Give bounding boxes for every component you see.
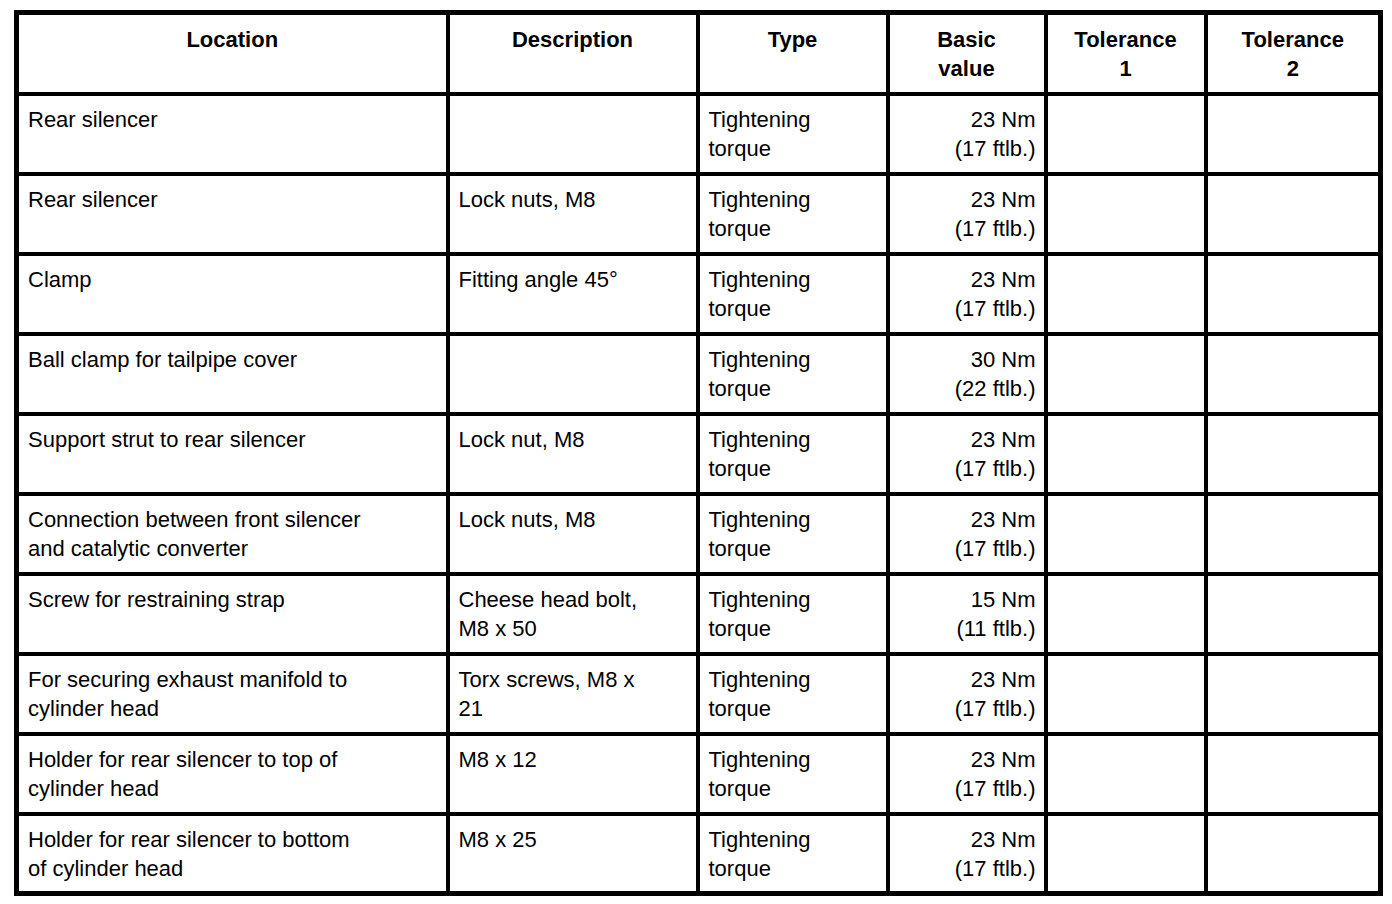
cell-location: Ball clamp for tailpipe cover (17, 334, 448, 414)
cell-type: Tightening torque (698, 414, 888, 494)
cell-tolerance-2 (1206, 814, 1381, 894)
cell-location: Screw for restraining strap (17, 574, 448, 654)
cell-type: Tightening torque (698, 654, 888, 734)
cell-tolerance-2 (1206, 494, 1381, 574)
table-row: Support strut to rear silencer Lock nut,… (17, 414, 1381, 494)
cell-description: M8 x 25 (448, 814, 698, 894)
cell-basic-value: 15 Nm (11 ftlb.) (888, 574, 1046, 654)
cell-location: Rear silencer (17, 174, 448, 254)
cell-tolerance-2 (1206, 94, 1381, 174)
cell-basic-value: 23 Nm (17 ftlb.) (888, 654, 1046, 734)
cell-description: Torx screws, M8 x 21 (448, 654, 698, 734)
cell-description: Fitting angle 45° (448, 254, 698, 334)
cell-tolerance-2 (1206, 414, 1381, 494)
cell-tolerance-1 (1046, 494, 1206, 574)
cell-basic-value: 23 Nm (17 ftlb.) (888, 254, 1046, 334)
column-header-description: Description (448, 13, 698, 94)
cell-description (448, 94, 698, 174)
table-row: Connection between front silencer and ca… (17, 494, 1381, 574)
column-header-tolerance-2: Tolerance 2 (1206, 13, 1381, 94)
table-row: Rear silencer Lock nuts, M8 Tightening t… (17, 174, 1381, 254)
cell-tolerance-2 (1206, 574, 1381, 654)
cell-description: Cheese head bolt, M8 x 50 (448, 574, 698, 654)
column-header-location: Location (17, 13, 448, 94)
cell-tolerance-2 (1206, 734, 1381, 814)
cell-description: Lock nut, M8 (448, 414, 698, 494)
column-header-type: Type (698, 13, 888, 94)
cell-tolerance-2 (1206, 254, 1381, 334)
cell-basic-value: 23 Nm (17 ftlb.) (888, 734, 1046, 814)
table-row: Ball clamp for tailpipe cover Tightening… (17, 334, 1381, 414)
cell-location: Connection between front silencer and ca… (17, 494, 448, 574)
table-row: For securing exhaust manifold to cylinde… (17, 654, 1381, 734)
cell-basic-value: 23 Nm (17 ftlb.) (888, 174, 1046, 254)
cell-tolerance-2 (1206, 334, 1381, 414)
cell-description: M8 x 12 (448, 734, 698, 814)
column-header-basic-value: Basic value (888, 13, 1046, 94)
cell-tolerance-2 (1206, 654, 1381, 734)
cell-description: Lock nuts, M8 (448, 494, 698, 574)
cell-tolerance-1 (1046, 94, 1206, 174)
cell-location: Rear silencer (17, 94, 448, 174)
cell-basic-value: 23 Nm (17 ftlb.) (888, 94, 1046, 174)
cell-basic-value: 23 Nm (17 ftlb.) (888, 494, 1046, 574)
cell-tolerance-1 (1046, 734, 1206, 814)
cell-tolerance-1 (1046, 654, 1206, 734)
cell-location: For securing exhaust manifold to cylinde… (17, 654, 448, 734)
cell-tolerance-1 (1046, 334, 1206, 414)
cell-type: Tightening torque (698, 494, 888, 574)
cell-location: Clamp (17, 254, 448, 334)
table-row: Holder for rear silencer to bottom of cy… (17, 814, 1381, 894)
table-row: Holder for rear silencer to top of cylin… (17, 734, 1381, 814)
cell-description (448, 334, 698, 414)
torque-spec-table: Location Description Type Basic value To… (14, 10, 1383, 896)
cell-tolerance-2 (1206, 174, 1381, 254)
document-page: Location Description Type Basic value To… (0, 0, 1392, 904)
table-row: Screw for restraining strap Cheese head … (17, 574, 1381, 654)
table-row: Rear silencer Tightening torque 23 Nm (1… (17, 94, 1381, 174)
cell-basic-value: 30 Nm (22 ftlb.) (888, 334, 1046, 414)
cell-tolerance-1 (1046, 254, 1206, 334)
cell-location: Holder for rear silencer to top of cylin… (17, 734, 448, 814)
cell-description: Lock nuts, M8 (448, 174, 698, 254)
cell-type: Tightening torque (698, 814, 888, 894)
cell-tolerance-1 (1046, 574, 1206, 654)
cell-type: Tightening torque (698, 174, 888, 254)
cell-location: Support strut to rear silencer (17, 414, 448, 494)
cell-basic-value: 23 Nm (17 ftlb.) (888, 414, 1046, 494)
header-row: Location Description Type Basic value To… (17, 13, 1381, 94)
cell-tolerance-1 (1046, 814, 1206, 894)
cell-type: Tightening torque (698, 734, 888, 814)
cell-tolerance-1 (1046, 414, 1206, 494)
cell-type: Tightening torque (698, 334, 888, 414)
table-row: Clamp Fitting angle 45° Tightening torqu… (17, 254, 1381, 334)
cell-basic-value: 23 Nm (17 ftlb.) (888, 814, 1046, 894)
cell-location: Holder for rear silencer to bottom of cy… (17, 814, 448, 894)
cell-type: Tightening torque (698, 94, 888, 174)
cell-tolerance-1 (1046, 174, 1206, 254)
column-header-tolerance-1: Tolerance 1 (1046, 13, 1206, 94)
cell-type: Tightening torque (698, 574, 888, 654)
cell-type: Tightening torque (698, 254, 888, 334)
